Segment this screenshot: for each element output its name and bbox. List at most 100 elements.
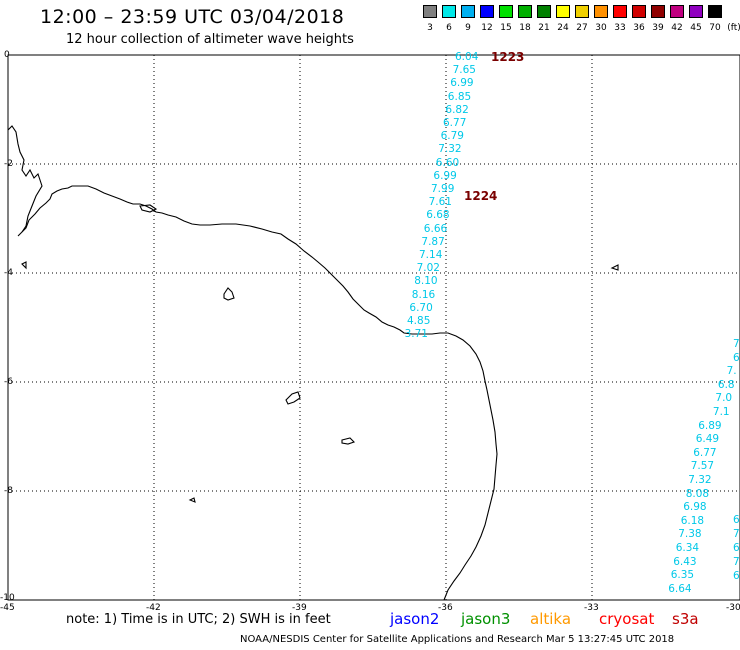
- satellite-jason3-label: jason3: [461, 610, 511, 628]
- latitude-label: 0: [4, 50, 10, 60]
- wave-height-label: 6: [733, 351, 740, 364]
- graticule: [8, 55, 740, 600]
- wave-height-label: 7.: [726, 365, 737, 378]
- wave-height-label: 6.85: [447, 90, 472, 103]
- wave-height-label: 3.71: [404, 328, 428, 341]
- wave-height-label: 6.99: [450, 77, 474, 90]
- island-2: [285, 391, 301, 405]
- wave-height-label: 6.49: [695, 433, 720, 446]
- wave-height-label: 6: [733, 542, 740, 554]
- wave-height-label: 6: [733, 514, 740, 526]
- island-3: [341, 437, 356, 445]
- wave-height-label: 7: [733, 338, 740, 350]
- latitude-label: -10: [0, 593, 15, 603]
- latitude-label: -6: [4, 377, 13, 387]
- legend-swatch: [632, 5, 646, 18]
- legend-label: 30: [595, 23, 607, 33]
- wave-height-label: 6.82: [445, 103, 469, 116]
- legend-label: 45: [690, 23, 702, 33]
- legend-swatch: [556, 5, 570, 18]
- legend-swatch: [537, 5, 551, 18]
- wave-height-label: 6.04: [455, 51, 479, 63]
- legend-label: 27: [576, 23, 588, 33]
- island-1: [223, 287, 235, 301]
- wave-height-label: 7.99: [431, 183, 455, 195]
- longitude-label: -33: [584, 603, 599, 613]
- satellite-cryosat-label: cryosat: [599, 610, 655, 628]
- wave-height-label: 8.10: [414, 275, 438, 288]
- legend-label: 42: [671, 23, 683, 33]
- wave-height-label: 6.43: [673, 555, 697, 568]
- legend-swatch: [442, 5, 456, 18]
- wave-height-label: 7.14: [419, 249, 443, 261]
- wave-height-label: 7.1: [712, 406, 730, 418]
- legend-label: 3: [427, 23, 433, 33]
- legend-label: 9: [465, 23, 471, 33]
- wave-height-label: 7.57: [690, 460, 715, 473]
- wave-height-label: 7.0: [715, 392, 733, 405]
- wave-height-label: 6.89: [698, 419, 722, 432]
- wave-height-label: 6.68: [426, 209, 450, 222]
- wave-height-label: 6.77: [693, 446, 717, 459]
- legend-swatch: [499, 5, 513, 18]
- coastline: [7, 125, 619, 601]
- map-frame: [7, 54, 740, 601]
- wave-height-label: 7.32: [688, 474, 712, 486]
- legend-label: 39: [652, 23, 664, 33]
- time-label: 1224: [464, 189, 498, 203]
- legend-label: 36: [633, 23, 645, 33]
- island-5: [610, 264, 619, 271]
- wave-height-label: 7.65: [452, 64, 476, 77]
- wave-height-label: 7.: [733, 556, 740, 568]
- longitude-label: -42: [146, 603, 161, 613]
- legend-label: 70: [709, 23, 721, 33]
- wave-height-label: 6.99: [433, 169, 457, 182]
- longitude-label: -30: [726, 603, 740, 613]
- latitude-label: -4: [4, 268, 13, 278]
- wave-height-label: 6.60: [435, 156, 460, 169]
- legend-swatch: [518, 5, 532, 18]
- page-title: 12:00 – 23:59 UTC 03/04/2018: [40, 6, 345, 28]
- wave-height-label: 6.98: [683, 501, 707, 514]
- legend-swatch: [461, 5, 475, 18]
- wave-height-label: 8.16: [411, 288, 436, 301]
- wave-height-label: 6.77: [443, 117, 467, 129]
- page-subtitle: 12 hour collection of altimeter wave hei…: [66, 32, 354, 47]
- coastline-mainland: [17, 185, 498, 601]
- wave-height-label: 6.64: [668, 582, 692, 595]
- legend-swatch: [689, 5, 703, 18]
- coastline-coast-north: [7, 125, 43, 233]
- note-text: note: 1) Time is in UTC; 2) SWH is in fe…: [66, 612, 331, 627]
- wave-height-label: 6.35: [670, 569, 695, 582]
- wave-height-label: 4.85: [407, 315, 431, 327]
- wave-height-label: 7.38: [678, 528, 702, 541]
- legend-swatch: [575, 5, 589, 18]
- legend-swatch: [651, 5, 665, 18]
- legend-label: 12: [481, 23, 493, 33]
- wave-height-label: 7.87: [421, 235, 445, 248]
- latitude-label: -2: [4, 159, 13, 169]
- wave-height-label: 7.32: [438, 143, 462, 156]
- time-label: 1223: [491, 50, 525, 64]
- wave-height-label: 7: [733, 528, 740, 540]
- longitude-label: -45: [0, 603, 15, 613]
- longitude-label: -36: [438, 603, 453, 613]
- legend-swatch: [670, 5, 684, 18]
- legend-swatch: [594, 5, 608, 18]
- legend-label: 21: [538, 23, 550, 33]
- legend-swatch: [423, 5, 437, 18]
- wave-height-label: 6.34: [675, 542, 700, 554]
- wave-height-label: 6: [733, 570, 740, 582]
- wave-height-label: 6.18: [680, 514, 705, 527]
- satellite-altika-label: altika: [530, 610, 572, 628]
- legend-label: 15: [500, 23, 512, 33]
- longitude-label: -39: [292, 603, 307, 613]
- island-4: [139, 204, 158, 213]
- wave-height-label: 6.70: [409, 301, 433, 314]
- legend-label: 6: [446, 23, 452, 33]
- wave-height-label: 6.66: [423, 222, 448, 235]
- legend-label: 18: [519, 23, 531, 33]
- legend-swatch: [708, 5, 722, 18]
- latitude-label: -8: [4, 486, 13, 496]
